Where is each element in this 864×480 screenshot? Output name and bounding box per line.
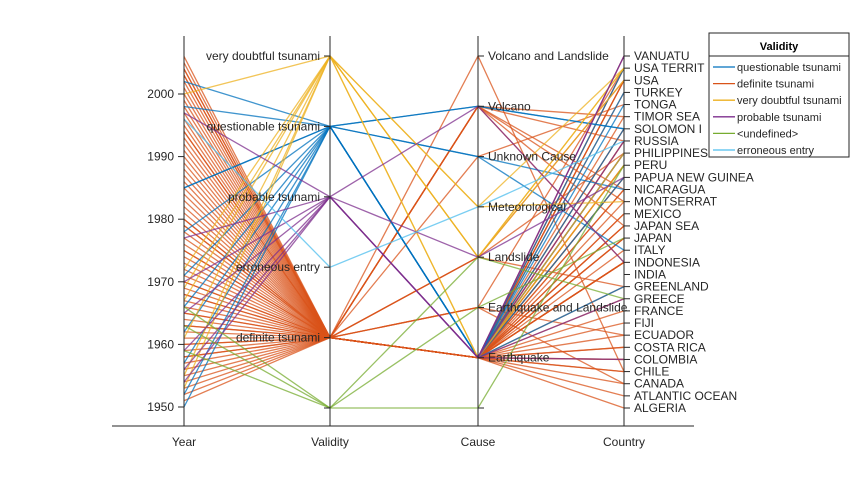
country-tick-label: TIMOR SEA xyxy=(634,110,700,124)
country-tick-label: VANUATU xyxy=(634,49,690,63)
cause-tick-label: Unknown Cause xyxy=(488,150,576,164)
legend-entry-label: probable tsunami xyxy=(737,112,821,124)
data-line xyxy=(183,112,625,359)
data-line xyxy=(183,118,625,268)
legend-entry-label: erroneous entry xyxy=(737,145,815,157)
axis-title: Country xyxy=(603,435,645,449)
year-tick-label: 1980 xyxy=(147,212,174,226)
data-line xyxy=(183,54,625,359)
data-lines xyxy=(183,54,625,409)
data-line xyxy=(183,176,625,283)
country-tick-label: PAPUA NEW GUINEA xyxy=(634,170,754,184)
data-line xyxy=(183,68,625,339)
legend-entry-label: definite tsunami xyxy=(737,79,814,91)
axes: Year Validity Cause Country 1950 1960 1970 1980… xyxy=(112,36,754,449)
country-tick-label: FRANCE xyxy=(634,304,683,318)
year-tick-label: 2000 xyxy=(147,87,174,101)
data-line xyxy=(183,162,625,339)
country-tick-label: SOLOMON I xyxy=(634,122,702,136)
cause-tick-label: Landslide xyxy=(488,250,540,264)
data-line xyxy=(183,256,625,409)
year-tick-label: 1990 xyxy=(147,150,174,164)
data-line xyxy=(183,74,625,339)
country-tick-label: MONTSERRAT xyxy=(634,195,718,209)
validity-tick-label: very doubtful tsunami xyxy=(206,49,320,63)
legend: Validity questionable tsunami definite tsu… xyxy=(708,32,850,158)
cause-tick-label: Volcano xyxy=(488,99,531,113)
data-line xyxy=(183,125,625,359)
cause-tick-label: Earthquake xyxy=(488,351,550,365)
country-tick-label: FIJI xyxy=(634,316,654,330)
country-tick-label: MEXICO xyxy=(634,207,681,221)
country-tick-label: CHILE xyxy=(634,365,669,379)
country-tick-label: PERU xyxy=(634,158,667,172)
data-line xyxy=(183,237,625,409)
country-tick-label: ECUADOR xyxy=(634,328,694,342)
country-tick-label: CANADA xyxy=(634,377,684,391)
legend-entry-label: questionable tsunami xyxy=(737,62,841,74)
country-tick-label: GREECE xyxy=(634,292,685,306)
country-tick-label: ITALY xyxy=(634,243,666,257)
cause-tick-label: Volcano and Landslide xyxy=(488,49,609,63)
legend-entry-label: very doubtful tsunami xyxy=(737,95,842,107)
country-tick-label: TONGA xyxy=(634,98,676,112)
country-tick-label: JAPAN SEA xyxy=(634,219,699,233)
data-line xyxy=(183,105,625,352)
validity-tick-label: questionable tsunami xyxy=(207,119,320,133)
data-line xyxy=(183,164,625,409)
year-tick-label: 1950 xyxy=(147,400,174,414)
cause-tick-label: Meteorological xyxy=(488,200,566,214)
validity-tick-label: probable tsunami xyxy=(228,190,320,204)
axis-title: Cause xyxy=(461,435,496,449)
country-tick-label: PHILIPPINES xyxy=(634,146,708,160)
data-line xyxy=(183,54,625,339)
country-tick-label: GREENLAND xyxy=(634,280,709,294)
country-tick-label: USA TERRIT xyxy=(634,61,705,75)
validity-tick-label: definite tsunami xyxy=(236,331,320,345)
data-line xyxy=(183,55,625,259)
legend-entry-label: <undefined> xyxy=(737,128,798,140)
country-tick-label: COLOMBIA xyxy=(634,352,697,366)
data-line xyxy=(183,149,625,359)
legend-box xyxy=(708,32,850,158)
data-line xyxy=(183,74,625,359)
validity-tick-label: erroneous entry xyxy=(236,260,320,274)
data-line xyxy=(183,103,625,339)
country-tick-label: INDONESIA xyxy=(634,255,700,269)
legend-title: Validity xyxy=(760,41,799,53)
country-tick-label: ATLANTIC OCEAN xyxy=(634,389,737,403)
country-tick-label: COSTA RICA xyxy=(634,340,706,354)
data-line xyxy=(183,105,625,130)
year-tick-label: 1960 xyxy=(147,337,174,351)
country-tick-label: ALGERIA xyxy=(634,401,686,415)
country-tick-label: RUSSIA xyxy=(634,134,679,148)
country-tick-label: JAPAN xyxy=(634,231,672,245)
year-tick-label: 1970 xyxy=(147,275,174,289)
axis-title: Year xyxy=(172,435,196,449)
country-tick-label: INDIA xyxy=(634,267,666,281)
country-tick-label: NICARAGUA xyxy=(634,183,705,197)
axis-title: Validity xyxy=(311,435,349,449)
country-tick-label: USA xyxy=(634,73,659,87)
cause-tick-label: Earthquake and Landslide xyxy=(488,300,628,314)
country-tick-label: TURKEY xyxy=(634,85,683,99)
data-line xyxy=(183,80,625,191)
